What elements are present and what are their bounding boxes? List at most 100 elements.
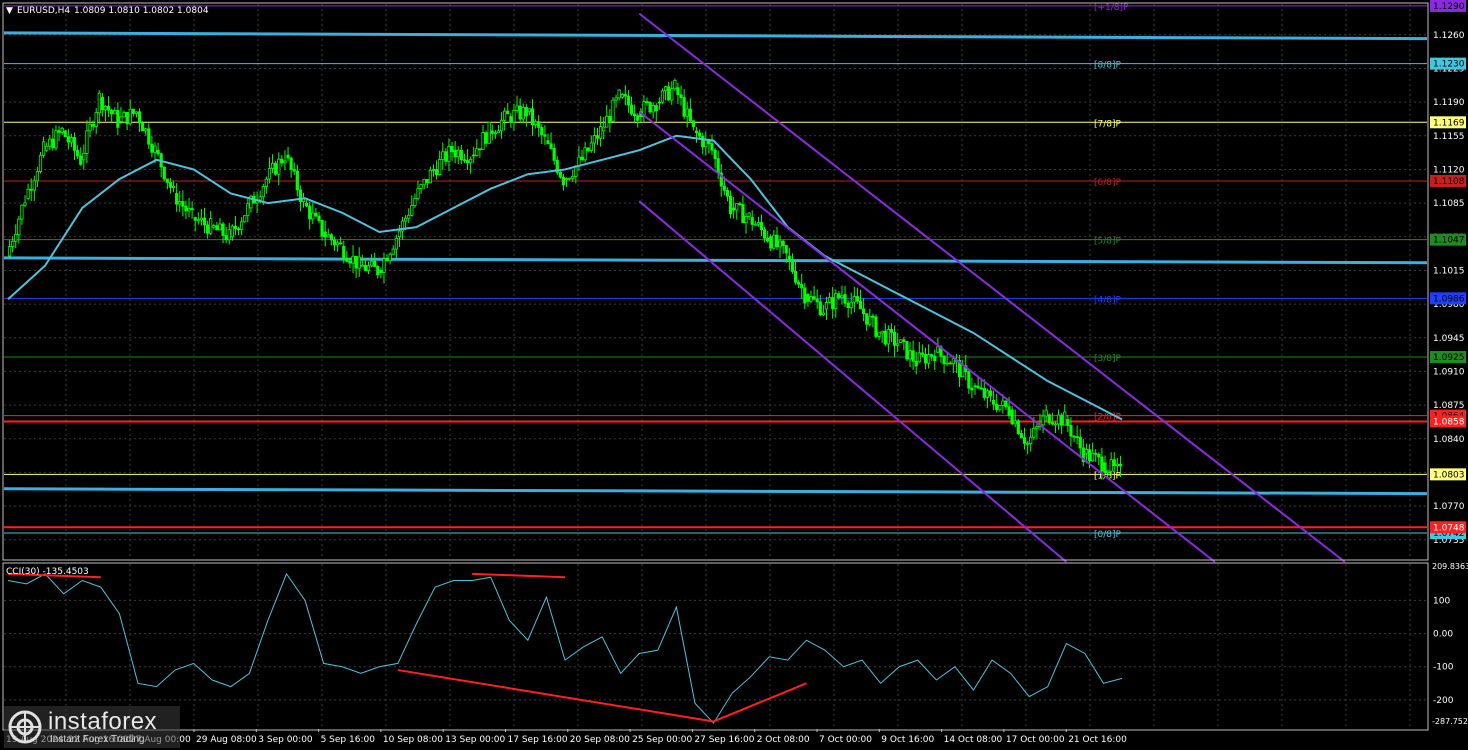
extra-level-value: 1.0748 [1433,523,1465,533]
candle-body [546,140,550,145]
candle-body [917,352,921,363]
candle-body [1063,411,1067,426]
candle-body [688,108,692,122]
divergence-line [7,572,101,579]
candle-body [660,90,665,103]
candle-body [345,257,349,262]
candle-body [490,130,494,134]
candle-body [530,108,535,125]
regression-channel[interactable] [638,12,1346,563]
candle-body [521,106,525,120]
candle-body [447,145,451,162]
candle-body [951,358,955,365]
candle-body [264,178,268,187]
candle-body [462,159,467,162]
candle-body [877,332,881,337]
candle-body [713,149,717,160]
level-price-badge [1430,468,1466,481]
candle-body [905,341,909,360]
time-axis: 29 Aug 08:00 3 Sep 00:00 5 Sep 16:00 10 Sep… [6,729,1127,745]
candle-body [914,360,918,367]
candle-body [741,204,745,224]
candle-body [438,159,442,176]
candle-body [858,300,863,310]
candle-body [499,119,504,132]
candle-body [366,265,371,271]
candle-body [772,234,776,249]
candle-body [450,145,454,153]
candle-body [286,154,290,159]
candle-body [7,246,12,257]
candle-body [391,248,395,255]
symbol-label: EURUSD,H4 [17,6,70,16]
price-tick-label: 1.0735 [1433,536,1465,546]
candle-body [865,313,869,325]
level-price-value: 1.0742 [1433,529,1465,539]
price-tick-label: 1.0945 [1433,334,1465,344]
candle-body [691,120,696,127]
candle-body [651,105,655,113]
main-pane-frame [2,2,1429,561]
candle-body [899,339,903,343]
candle-body [957,360,962,378]
candle-body [496,130,501,134]
candle-body [360,264,364,267]
candle-body [113,110,117,115]
candle-body [967,371,971,389]
level-price-badge [1430,116,1466,129]
candle-body [240,221,244,230]
price-tick-label: 1.0910 [1433,367,1465,377]
candle-body [323,231,327,238]
candle-body [292,169,296,172]
candle-body [701,135,705,148]
candle-body [69,137,74,143]
trend-lines[interactable] [3,31,1428,496]
candle-body [1001,400,1005,406]
candle-body [611,99,615,122]
candle-body [317,215,321,221]
candle-body [205,224,210,234]
level-price-value: 1.1230 [1433,60,1465,70]
candle-body [1103,462,1107,474]
candle-body [258,196,262,201]
candle-body [1007,406,1011,416]
candle-body [332,239,337,246]
candle-body [564,178,569,181]
level-label: [1/8]P [1094,471,1122,481]
candle-body [552,148,556,161]
candle-body [82,152,86,161]
candle-body [348,260,352,264]
candle-body [400,220,405,232]
time-tick-label: 17 Sep 16:00 [508,735,568,745]
candle-body [605,115,609,128]
candle-body [1106,470,1110,474]
candle-body [719,172,723,187]
candle-body [1072,435,1076,438]
candle-body [97,92,101,114]
candle-body [812,296,816,300]
candle-body [1026,442,1030,445]
candle-body [837,293,841,299]
time-tick-label: 14 Oct 08:00 [944,735,1003,745]
candle-body [202,217,207,226]
candle-body [94,112,98,127]
candle-body [728,195,733,214]
candle-body [218,223,222,231]
candle-body [679,94,683,98]
candle-body [617,89,621,99]
candle-body [874,316,878,337]
candle-body [481,132,485,150]
candle-body [289,157,293,170]
time-tick-label: 20 Sep 08:00 [570,735,630,745]
candle-body [558,171,562,178]
candle-body [626,95,631,106]
candle-body [503,110,507,121]
candle-body [212,225,216,228]
time-tick-label: 13 Sep 00:00 [445,735,505,745]
candle-body [193,217,197,221]
candle-body [465,160,470,164]
time-tick-label: 3 Sep 00:00 [258,735,313,745]
candle-body [620,94,624,98]
candle-body [339,242,343,245]
